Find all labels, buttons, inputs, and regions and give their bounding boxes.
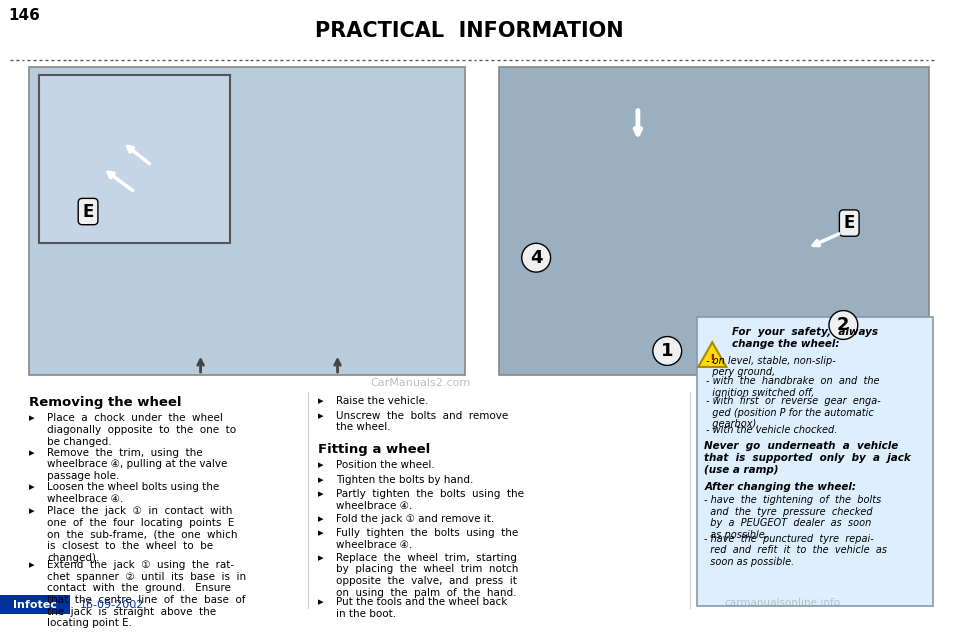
Text: Unscrew  the  bolts  and  remove
the wheel.: Unscrew the bolts and remove the wheel. (336, 411, 508, 433)
Text: ▸: ▸ (318, 396, 324, 406)
FancyBboxPatch shape (0, 595, 70, 615)
Text: Infotec: Infotec (13, 600, 58, 610)
FancyBboxPatch shape (30, 67, 465, 375)
Text: carmanualsonline.info: carmanualsonline.info (725, 598, 841, 608)
Text: CarManuals2.com: CarManuals2.com (371, 378, 470, 388)
Text: E: E (83, 203, 94, 220)
Text: ▸: ▸ (30, 448, 35, 458)
Text: PRACTICAL  INFORMATION: PRACTICAL INFORMATION (315, 21, 624, 41)
Text: Replace  the  wheel  trim,  starting
by  placing  the  wheel  trim  notch
opposi: Replace the wheel trim, starting by plac… (336, 553, 518, 597)
Text: - with  first  or  reverse  gear  enga-
  ged (position P for the automatic
  ge: - with first or reverse gear enga- ged (… (707, 396, 881, 429)
FancyBboxPatch shape (697, 318, 933, 606)
Text: ▸: ▸ (30, 506, 35, 516)
Text: 2: 2 (837, 316, 850, 334)
Text: 4: 4 (530, 249, 542, 266)
Text: ▸: ▸ (318, 597, 324, 607)
Text: ▸: ▸ (318, 489, 324, 500)
Text: ▸: ▸ (30, 413, 35, 424)
Text: Removing the wheel: Removing the wheel (30, 396, 181, 409)
Text: Extend  the  jack  ①  using  the  rat-
chet  spanner  ②  until  its  base  is  i: Extend the jack ① using the rat- chet sp… (47, 560, 246, 628)
Text: ▸: ▸ (318, 475, 324, 485)
Text: Put the tools and the wheel back
in the boot.: Put the tools and the wheel back in the … (336, 597, 507, 619)
Text: Position the wheel.: Position the wheel. (336, 460, 434, 470)
Text: - with  the  handbrake  on  and  the
  ignition switched off,: - with the handbrake on and the ignition… (707, 376, 880, 397)
Text: ▸: ▸ (30, 560, 35, 570)
Text: !: ! (709, 353, 715, 366)
FancyBboxPatch shape (39, 75, 230, 243)
Text: ▸: ▸ (318, 514, 324, 524)
Text: Loosen the wheel bolts using the
wheelbrace ④.: Loosen the wheel bolts using the wheelbr… (47, 482, 219, 504)
Text: Fold the jack ① and remove it.: Fold the jack ① and remove it. (336, 514, 493, 524)
Text: ▸: ▸ (318, 553, 324, 563)
Text: Partly  tighten  the  bolts  using  the
wheelbrace ④.: Partly tighten the bolts using the wheel… (336, 489, 523, 511)
Text: Remove  the  trim,  using  the
wheelbrace ④, pulling at the valve
passage hole.: Remove the trim, using the wheelbrace ④,… (47, 448, 228, 481)
Text: After changing the wheel:: After changing the wheel: (705, 482, 856, 492)
Text: Fitting a wheel: Fitting a wheel (318, 443, 430, 456)
Text: Raise the vehicle.: Raise the vehicle. (336, 396, 428, 406)
Text: ▸: ▸ (30, 482, 35, 492)
Text: - have  the  tightening  of  the  bolts
  and  the  tyre  pressure  checked
  by: - have the tightening of the bolts and t… (705, 495, 881, 540)
Text: E: E (844, 214, 855, 232)
Text: - with the vehicle chocked.: - with the vehicle chocked. (707, 426, 838, 436)
FancyBboxPatch shape (499, 67, 929, 375)
Text: Never  go  underneath  a  vehicle
that  is  supported  only  by  a  jack
(use a : Never go underneath a vehicle that is su… (705, 442, 911, 475)
Text: ▸: ▸ (318, 460, 324, 470)
Text: Fully  tighten  the  bolts  using  the
wheelbrace ④.: Fully tighten the bolts using the wheelb… (336, 528, 517, 550)
Text: Place  a  chock  under  the  wheel
diagonally  opposite  to  the  one  to
be cha: Place a chock under the wheel diagonally… (47, 413, 236, 447)
Text: 1: 1 (661, 342, 674, 360)
Text: ▸: ▸ (318, 528, 324, 539)
Text: Tighten the bolts by hand.: Tighten the bolts by hand. (336, 475, 473, 485)
Text: Place  the  jack  ①  in  contact  with
one  of  the  four  locating  points  E
o: Place the jack ① in contact with one of … (47, 506, 237, 563)
Polygon shape (698, 343, 727, 367)
Text: For  your  safety,  always
change the wheel:: For your safety, always change the wheel… (732, 327, 877, 348)
Text: - have  the  punctured  tyre  repai-
  red  and  refit  it  to  the  vehicle  as: - have the punctured tyre repai- red and… (705, 534, 887, 567)
Text: ▸: ▸ (318, 411, 324, 420)
Text: - on level, stable, non-slip-
  pery ground,: - on level, stable, non-slip- pery groun… (707, 356, 836, 378)
Text: 16-09-2002: 16-09-2002 (81, 600, 145, 610)
Text: 146: 146 (8, 8, 39, 23)
